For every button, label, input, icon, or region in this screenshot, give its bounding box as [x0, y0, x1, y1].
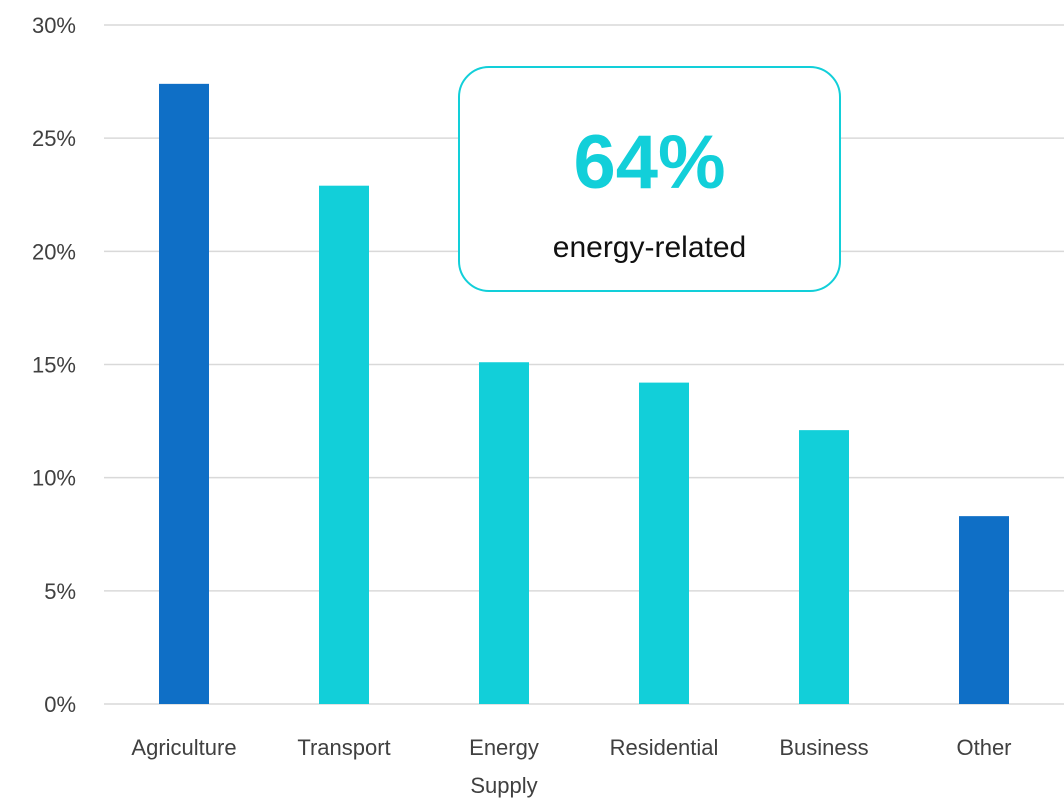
- x-category-label: Business: [779, 735, 868, 760]
- callout-value: 64%: [573, 120, 725, 205]
- x-axis-category-labels: Agriculture Transport Energy Supply Resident…: [131, 735, 1011, 798]
- y-tick-label: 15%: [32, 353, 76, 378]
- y-axis-tick-labels: 0% 5% 10% 15% 20% 25% 30%: [32, 13, 76, 717]
- bars: [159, 83, 1009, 705]
- bar: [959, 516, 1009, 704]
- bar: [319, 185, 369, 705]
- x-category-label-line: Business: [779, 735, 868, 760]
- bar: [159, 83, 209, 704]
- x-category-label: Agriculture: [131, 735, 236, 760]
- x-category-label: Other: [956, 735, 1011, 760]
- x-category-label-line: Agriculture: [131, 735, 236, 760]
- x-category-label-line: Transport: [297, 735, 390, 760]
- bar: [639, 382, 689, 704]
- y-tick-label: 20%: [32, 239, 76, 264]
- callout-box: [458, 66, 841, 292]
- energy-related-callout: 64% energy-related: [458, 66, 841, 292]
- x-category-label: Transport: [297, 735, 390, 760]
- x-category-label-line: Residential: [610, 735, 719, 760]
- bar: [799, 430, 849, 704]
- x-category-label: Energy Supply: [469, 735, 539, 798]
- bar: [479, 362, 529, 704]
- y-tick-label: 0%: [44, 692, 76, 717]
- y-tick-label: 30%: [32, 13, 76, 38]
- y-tick-label: 10%: [32, 466, 76, 491]
- x-category-label-line: Other: [956, 735, 1011, 760]
- y-tick-label: 25%: [32, 126, 76, 151]
- x-category-label: Residential: [610, 735, 719, 760]
- callout-label: energy-related: [553, 231, 746, 264]
- y-tick-label: 5%: [44, 579, 76, 604]
- x-category-label-line: Energy: [469, 735, 539, 760]
- x-category-label-line: Supply: [470, 773, 537, 798]
